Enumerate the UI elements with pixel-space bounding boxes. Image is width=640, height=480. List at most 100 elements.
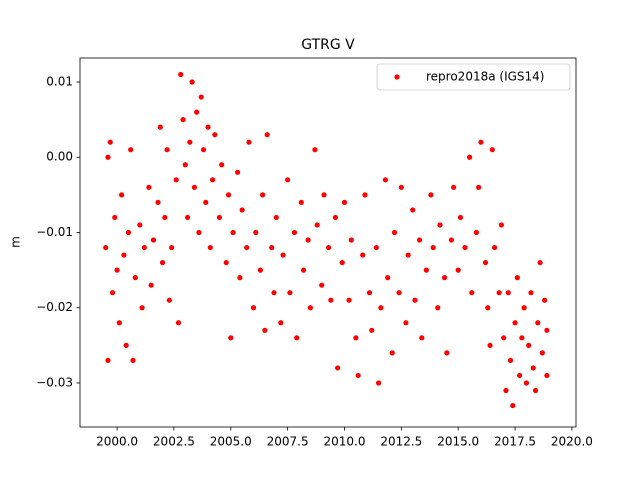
point: [391, 229, 398, 236]
point: [205, 124, 211, 130]
point: [512, 320, 518, 326]
point: [537, 259, 543, 266]
point: [285, 177, 291, 183]
x-tick-label: 2015.0: [437, 435, 479, 449]
point: [169, 244, 175, 251]
point: [478, 139, 484, 145]
point: [173, 177, 179, 183]
point: [191, 184, 197, 190]
point: [385, 275, 391, 281]
point: [448, 237, 454, 243]
x-tick-label: 2020.0: [551, 435, 593, 449]
point: [521, 305, 527, 311]
point: [410, 207, 416, 213]
point: [496, 290, 502, 296]
point: [187, 139, 193, 145]
point: [353, 335, 359, 341]
point: [505, 290, 511, 296]
legend-label: repro2018a (IGS14): [426, 70, 544, 84]
point: [487, 342, 493, 348]
point: [360, 252, 366, 258]
point: [112, 214, 118, 221]
x-tick-label: 2005.0: [210, 435, 252, 449]
point: [362, 192, 368, 198]
point: [528, 290, 534, 296]
point: [378, 305, 384, 311]
point: [369, 327, 375, 333]
point: [116, 320, 122, 326]
point: [312, 147, 318, 153]
point: [146, 184, 152, 190]
point: [526, 342, 532, 348]
point: [544, 327, 550, 333]
point: [451, 184, 457, 190]
point: [328, 297, 334, 303]
point: [264, 132, 270, 138]
point: [389, 350, 395, 356]
point: [194, 109, 200, 115]
point: [485, 305, 491, 311]
point: [503, 387, 509, 394]
point: [539, 350, 545, 356]
point: [216, 214, 223, 221]
point: [139, 305, 145, 311]
point: [482, 259, 489, 266]
point: [366, 290, 373, 296]
point: [150, 237, 157, 243]
point: [444, 350, 450, 356]
point: [530, 365, 536, 371]
point: [209, 177, 216, 183]
point: [403, 320, 409, 326]
point: [535, 320, 541, 326]
point: [159, 259, 166, 266]
point: [507, 357, 514, 364]
point: [105, 357, 111, 364]
point: [157, 124, 163, 130]
point: [416, 237, 423, 243]
point: [105, 154, 111, 160]
point: [230, 229, 236, 236]
point: [119, 192, 125, 198]
point: [339, 259, 345, 266]
x-tick-label: 2000.0: [96, 435, 138, 449]
point: [278, 320, 284, 326]
point: [489, 147, 495, 153]
point: [510, 402, 516, 409]
x-tick-label: 2010.0: [323, 435, 365, 449]
point: [501, 335, 507, 341]
point: [469, 290, 475, 296]
point: [498, 222, 505, 228]
x-tick-label: 2017.5: [494, 435, 536, 449]
point: [237, 275, 243, 281]
point: [125, 229, 132, 236]
point: [246, 139, 252, 145]
point: [428, 192, 434, 198]
point: [544, 372, 550, 379]
y-tick-label: −0.02: [36, 300, 73, 314]
point: [307, 305, 313, 311]
point: [235, 169, 241, 175]
point: [189, 79, 195, 85]
x-tick-label: 2007.5: [267, 435, 309, 449]
y-tick-label: −0.03: [36, 375, 73, 389]
point: [430, 244, 436, 251]
point: [319, 282, 325, 288]
point: [200, 147, 207, 153]
point: [523, 380, 530, 386]
y-axis-label: m: [9, 236, 23, 248]
point: [219, 162, 225, 168]
point: [148, 282, 154, 288]
point: [273, 214, 279, 221]
point: [103, 244, 109, 251]
point: [271, 290, 277, 296]
point: [180, 117, 186, 123]
point: [164, 147, 170, 153]
point: [298, 199, 304, 205]
point: [128, 147, 134, 153]
point: [257, 267, 263, 273]
point: [225, 192, 232, 198]
y-tick-label: 0.00: [46, 150, 73, 164]
point: [476, 184, 482, 190]
point: [155, 199, 161, 205]
